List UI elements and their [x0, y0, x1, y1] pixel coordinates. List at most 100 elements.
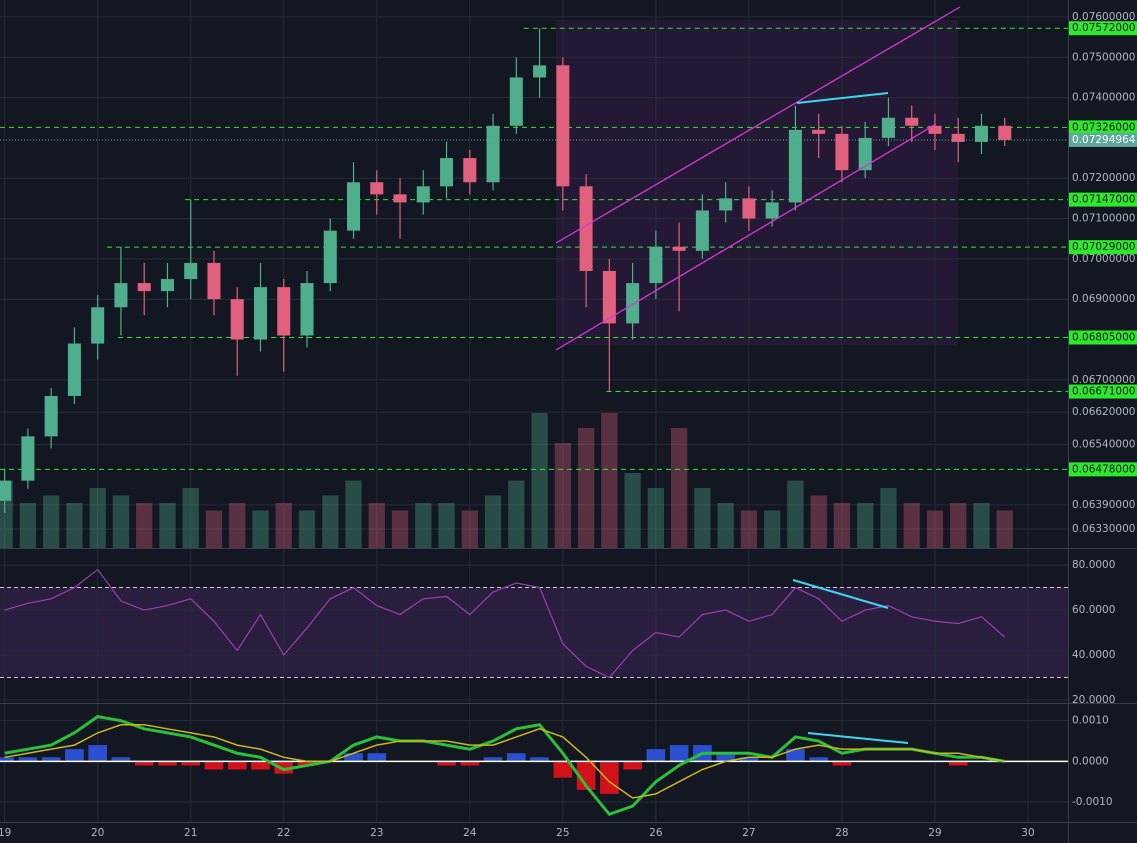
candle-body	[137, 283, 151, 292]
histogram-bar	[716, 753, 735, 762]
histogram-bar	[158, 761, 177, 766]
histogram-bar	[181, 761, 201, 766]
volume-bar	[601, 413, 618, 548]
level-label-bg	[1069, 462, 1137, 477]
level-label-bg	[1069, 192, 1137, 207]
y-tick-label: 0.07400000	[1072, 92, 1135, 104]
candle-body	[998, 125, 1012, 140]
series-line	[4, 568, 1006, 679]
volume-bar	[926, 510, 944, 548]
histogram-bar	[530, 757, 549, 762]
level-label: 0.07326000	[1072, 121, 1135, 133]
candle-body	[602, 270, 616, 324]
level-label-bg	[1069, 384, 1137, 399]
histogram-bar	[483, 757, 503, 762]
volume-bar	[252, 510, 269, 548]
level-label-bg	[1069, 21, 1137, 36]
candle-body	[579, 186, 593, 271]
x-tick-label: 28	[835, 827, 848, 839]
candle-body	[742, 198, 756, 219]
candle-body	[44, 395, 58, 437]
candle-body	[649, 246, 663, 284]
histogram-bar	[41, 757, 61, 762]
histogram-bar	[669, 745, 689, 762]
labels: 19 20 21 22 23 24 25 26 27 28 29 30 0.07600000 0.0750…	[0, 11, 1137, 839]
histogram-bar	[623, 761, 642, 770]
volume-bar	[740, 510, 758, 548]
volume-bar	[136, 503, 153, 548]
histogram-bar	[786, 749, 805, 762]
volume-bar	[857, 503, 874, 548]
histogram-bar	[553, 761, 573, 778]
y-tick-label: 0.06390000	[1072, 499, 1135, 511]
candle-body	[184, 262, 198, 280]
histogram-bar	[111, 757, 131, 762]
candle-body	[812, 129, 826, 134]
series-line	[4, 724, 1005, 799]
histogram-bar	[507, 753, 526, 762]
y-tick-label: 0.06330000	[1072, 523, 1135, 535]
candle-body	[974, 125, 988, 142]
volume-bar	[391, 510, 409, 548]
candle-body	[300, 283, 314, 336]
volume-bar	[322, 495, 339, 548]
level-label: 0.06671000	[1072, 386, 1135, 398]
candle-body	[788, 129, 802, 203]
volume-bar	[787, 480, 804, 548]
volume-bar	[484, 495, 502, 548]
histogram-bar	[134, 761, 154, 766]
candle-body	[556, 65, 570, 187]
histogram-bar	[809, 757, 828, 762]
volume-bar	[647, 488, 665, 548]
x-tick-label: 29	[928, 827, 941, 839]
candle-body	[114, 283, 128, 308]
candle-body	[323, 230, 337, 284]
x-tick-label: 21	[184, 827, 197, 839]
histogram-bar	[88, 745, 107, 762]
candle-body	[67, 343, 81, 396]
histogram-bar	[251, 761, 270, 770]
y-tick-label: 0.06900000	[1072, 293, 1135, 305]
histogram-bar	[948, 761, 968, 766]
volume-bar	[229, 503, 246, 548]
volume-bar	[298, 510, 316, 548]
volume-bar	[950, 503, 967, 548]
volume-bar	[670, 428, 688, 548]
histogram-bar	[297, 761, 317, 766]
level-label: 0.06805000	[1072, 332, 1135, 344]
y-tick-label: 0.0010	[1072, 715, 1109, 727]
volume-bar	[554, 443, 571, 548]
histogram-bar	[367, 753, 387, 762]
volume-bar	[159, 503, 176, 548]
volume-bar	[880, 488, 897, 548]
x-tick-label: 22	[277, 827, 290, 839]
volume-bar	[833, 503, 851, 548]
volume-bar	[461, 510, 478, 548]
volume-bar	[717, 503, 734, 548]
candle-body	[230, 299, 244, 340]
candle-body	[858, 137, 872, 171]
divergence-line	[796, 92, 889, 104]
histogram-bar	[204, 761, 224, 770]
rsi-band	[0, 587, 1068, 677]
y-tick-label: 0.06620000	[1072, 406, 1135, 418]
histogram-bar	[65, 749, 84, 762]
histogram-bar	[0, 757, 14, 762]
divergence-line	[792, 579, 889, 609]
candle-body	[719, 198, 733, 211]
candle-body	[0, 480, 12, 501]
volume-bar	[973, 503, 990, 548]
volume-bar	[810, 495, 827, 548]
histogram-bar	[600, 761, 619, 794]
x-tick-label: 30	[1021, 827, 1034, 839]
candle-body	[905, 117, 919, 126]
volume-bar	[508, 480, 525, 548]
x-tick-label: 20	[91, 827, 104, 839]
volume-bar	[764, 510, 781, 548]
histogram-bar	[227, 761, 247, 770]
level-label-bg	[1069, 120, 1137, 135]
candle-body	[509, 77, 523, 126]
level-label: 0.07147000	[1072, 194, 1135, 206]
candle-body	[277, 287, 291, 336]
